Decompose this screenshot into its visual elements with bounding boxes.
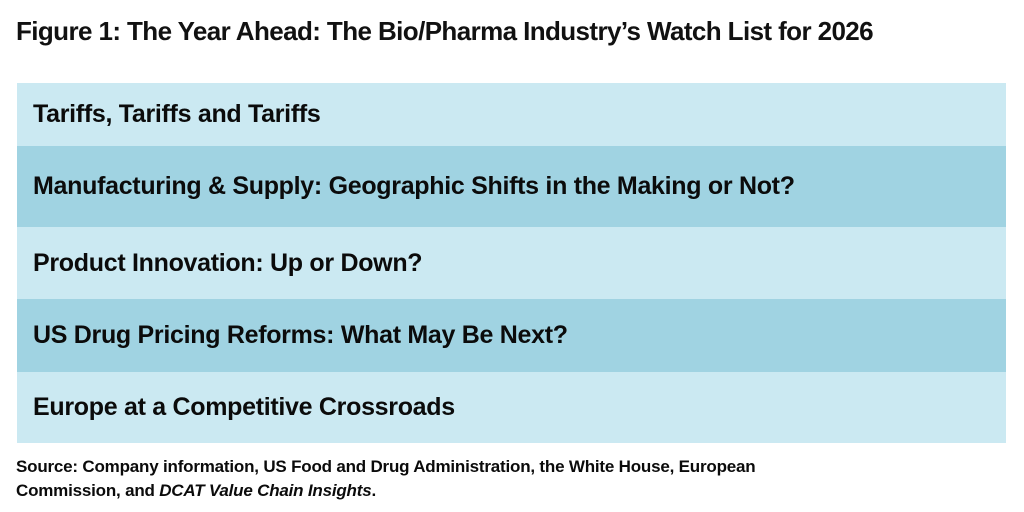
watchlist-row-label: US Drug Pricing Reforms: What May Be Nex…: [33, 321, 568, 349]
watchlist-row-us-drug-pricing: US Drug Pricing Reforms: What May Be Nex…: [17, 299, 1006, 372]
watchlist-row-label: Product Innovation: Up or Down?: [33, 248, 423, 277]
source-note: Source: Company information, US Food and…: [16, 455, 756, 503]
figure-title: Figure 1: The Year Ahead: The Bio/Pharma…: [16, 16, 874, 46]
watchlist-row-tariffs: Tariffs, Tariffs and Tariffs: [17, 83, 1006, 146]
watchlist-row-product-innovation: Product Innovation: Up or Down?: [17, 227, 1006, 299]
source-line-2-prefix: Commission, and: [16, 481, 160, 500]
source-line-1: Source: Company information, US Food and…: [16, 457, 756, 476]
watchlist-row-manufacturing-supply: Manufacturing & Supply: Geographic Shift…: [17, 146, 1006, 227]
watchlist-panel: Tariffs, Tariffs and Tariffs Manufacturi…: [17, 83, 1006, 443]
watchlist-row-label: Tariffs, Tariffs and Tariffs: [33, 100, 321, 128]
watchlist-row-label: Europe at a Competitive Crossroads: [33, 393, 455, 421]
source-line-2-suffix: .: [371, 481, 376, 500]
watchlist-row-label: Manufacturing & Supply: Geographic Shift…: [33, 172, 795, 200]
source-journal-name: DCAT Value Chain Insights: [159, 481, 372, 500]
watchlist-row-europe-crossroads: Europe at a Competitive Crossroads: [17, 372, 1006, 443]
